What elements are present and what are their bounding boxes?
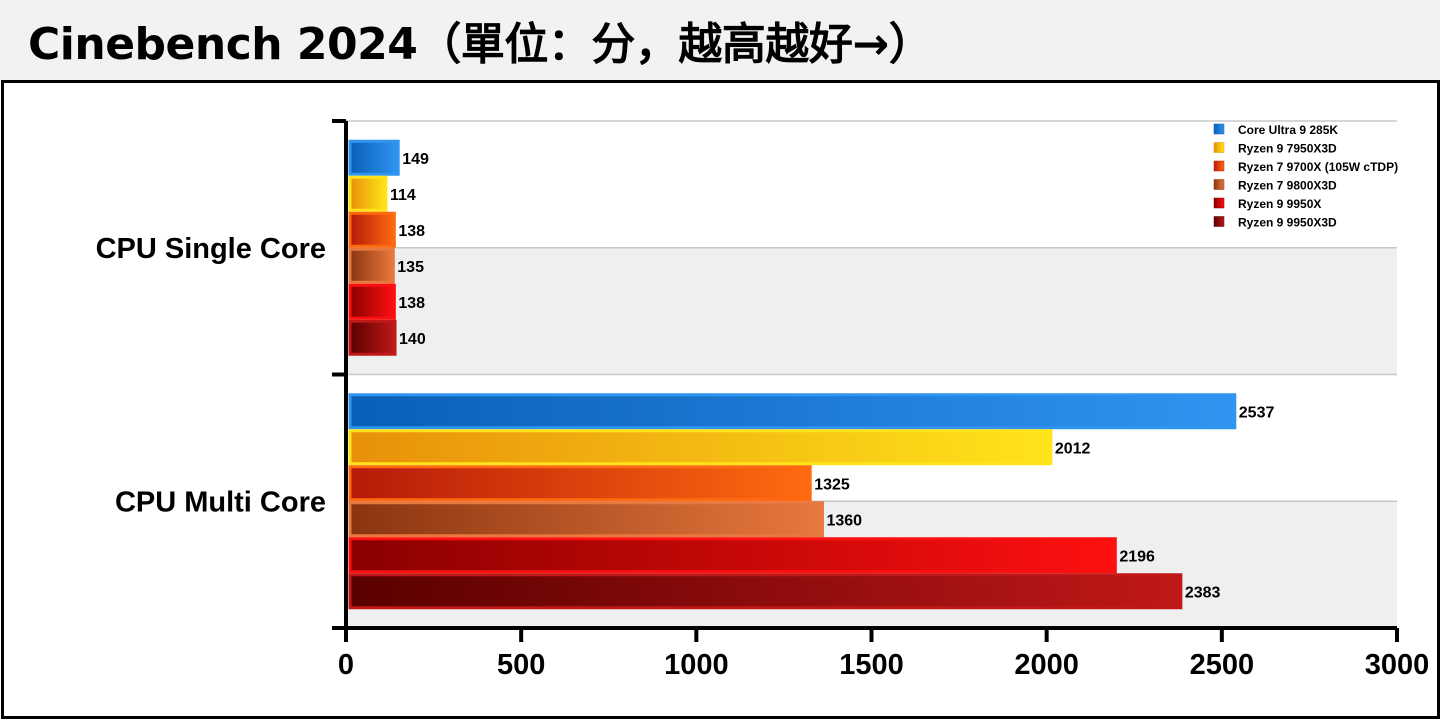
legend-label: Ryzen 9 7950X3D [1238, 142, 1337, 156]
bar[interactable] [348, 465, 812, 502]
data-label: 1360 [826, 512, 862, 529]
bar[interactable] [348, 139, 400, 176]
x-tick-label: 1500 [839, 649, 904, 681]
data-label: 114 [390, 187, 416, 204]
bar[interactable] [348, 319, 397, 356]
x-tick-label: 3000 [1365, 649, 1430, 681]
legend-swatch [1213, 142, 1225, 153]
bar[interactable] [348, 429, 1053, 466]
x-tick-label: 2000 [1014, 649, 1079, 681]
data-label: 138 [398, 295, 425, 312]
bar[interactable] [348, 393, 1237, 430]
data-label: 2383 [1185, 584, 1221, 601]
legend-swatch [1213, 216, 1225, 227]
legend-label: Ryzen 9 9950X [1238, 197, 1321, 211]
x-tick-label: 2500 [1190, 649, 1255, 681]
legend-label: Ryzen 9 9950X3D [1238, 216, 1337, 230]
title-bar: Cinebench 2024（單位：分，越高越好→） [0, 0, 1440, 80]
legend-label: Ryzen 7 9800X3D [1238, 179, 1337, 193]
legend-swatch [1213, 179, 1225, 190]
bar[interactable] [348, 283, 396, 320]
category-label: CPU Multi Core [115, 486, 326, 518]
legend-label: Core Ultra 9 285K [1238, 123, 1338, 137]
data-label: 2012 [1055, 440, 1091, 457]
bar[interactable] [348, 175, 388, 212]
category-label: CPU Single Core [96, 233, 326, 265]
data-label: 140 [399, 331, 426, 348]
data-label: 138 [398, 223, 425, 240]
bar[interactable] [348, 247, 395, 284]
data-label: 2537 [1239, 404, 1275, 421]
data-label: 149 [402, 151, 429, 168]
legend-swatch [1213, 160, 1225, 172]
x-tick-label: 0 [338, 649, 354, 681]
chart-title: Cinebench 2024（單位：分，越高越好→） [28, 19, 933, 70]
bar[interactable] [348, 537, 1117, 574]
legend-swatch [1213, 123, 1225, 135]
legend-swatch [1213, 197, 1225, 209]
bar-chart: 149 114 138 135 138 140 2537 2012 1325 1360 2196 23… [96, 119, 1430, 681]
chart-frame: 149 114 138 135 138 140 2537 2012 1325 1360 2196 23… [1, 80, 1440, 719]
plot-band [346, 247, 1397, 375]
bar[interactable] [348, 573, 1183, 610]
data-label: 1325 [814, 476, 850, 493]
data-label: 135 [397, 259, 424, 276]
bar[interactable] [348, 211, 396, 248]
legend-label: Ryzen 7 9700X (105W cTDP) [1238, 160, 1398, 174]
data-label: 2196 [1119, 548, 1155, 565]
bar[interactable] [348, 501, 824, 538]
x-tick-label: 500 [497, 649, 545, 681]
x-tick-label: 1000 [664, 649, 729, 681]
